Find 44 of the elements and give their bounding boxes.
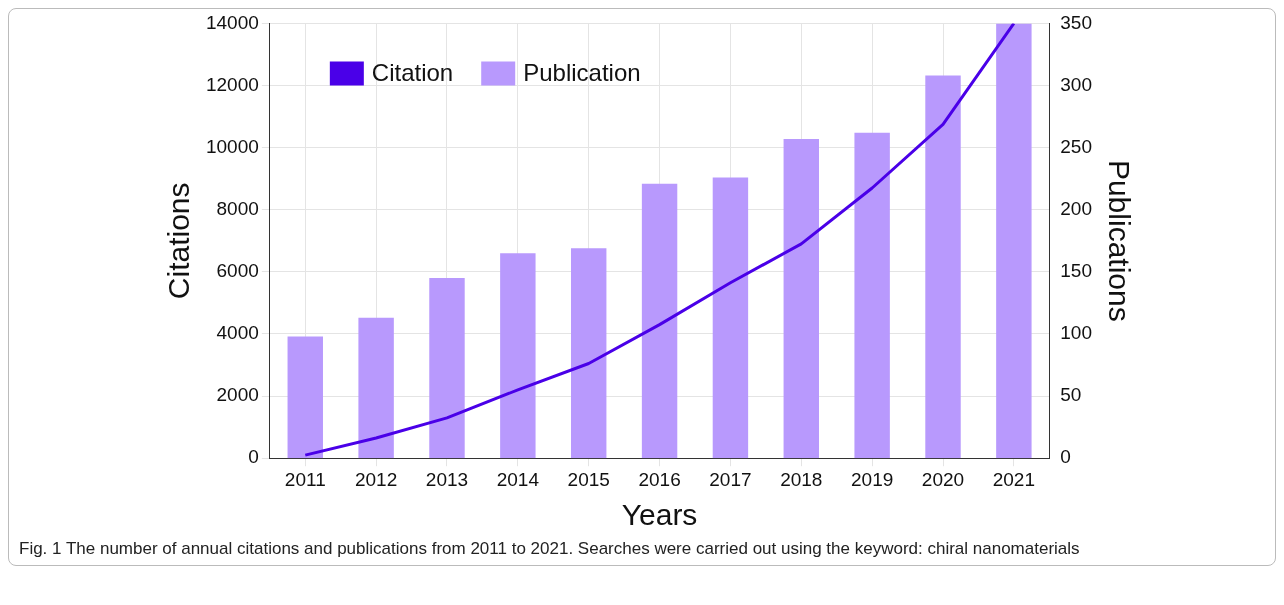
caption: Fig. 1 The number of annual citations and publications from 2011 to 2021. Searches were carried out using the keyword: chiral nanomaterials	[18, 539, 1081, 560]
x-tick-label: 2015	[567, 468, 610, 490]
bar	[429, 278, 465, 459]
y2-axis-title: Publications	[1102, 159, 1136, 322]
y2-tick-label: 200	[1060, 197, 1092, 219]
bar	[641, 183, 678, 459]
x-tick-label: 2014	[496, 468, 540, 490]
bar	[570, 248, 607, 459]
y2-tick-label: 350	[1060, 11, 1092, 33]
bar	[287, 336, 323, 459]
x-tick-label: 2020	[921, 468, 965, 490]
bar	[783, 138, 819, 459]
x-tick-label: 2011	[284, 468, 326, 490]
bar	[925, 75, 961, 459]
x-tick-label: 2018	[780, 468, 823, 490]
bar	[358, 317, 394, 459]
y-tick-label: 8000	[216, 197, 259, 219]
y-tick-label: 14000	[205, 11, 259, 33]
bar	[712, 177, 749, 459]
bar	[500, 253, 536, 459]
x-axis-title: Years	[621, 498, 698, 532]
y-tick-label: 0	[248, 446, 259, 468]
y2-tick-label: 50	[1060, 384, 1082, 406]
x-tick-label: 2019	[851, 468, 894, 490]
y2-tick-label: 150	[1060, 260, 1092, 282]
legend-label: Citation	[371, 59, 454, 87]
x-tick-label: 2016	[638, 468, 681, 490]
x-tick-label: 2017	[709, 468, 752, 490]
y2-tick-label: 100	[1060, 322, 1092, 344]
y-tick-label: 4000	[216, 322, 259, 344]
bar	[996, 23, 1032, 459]
y2-tick-label: 250	[1060, 135, 1092, 157]
y-axis-title: Citations	[162, 182, 196, 300]
y-tick-label: 2000	[216, 384, 259, 406]
y-tick-label: 6000	[216, 260, 259, 282]
bar	[854, 132, 890, 459]
legend-label: Publication	[523, 59, 641, 87]
y2-tick-label: 0	[1060, 446, 1071, 468]
y-tick-label: 10000	[205, 135, 259, 157]
x-tick-label: 2012	[354, 468, 398, 490]
y2-tick-label: 300	[1060, 73, 1092, 95]
y-tick-label: 12000	[205, 73, 259, 95]
x-tick-label: 2021	[992, 468, 1036, 490]
x-tick-label: 2013	[425, 468, 469, 490]
